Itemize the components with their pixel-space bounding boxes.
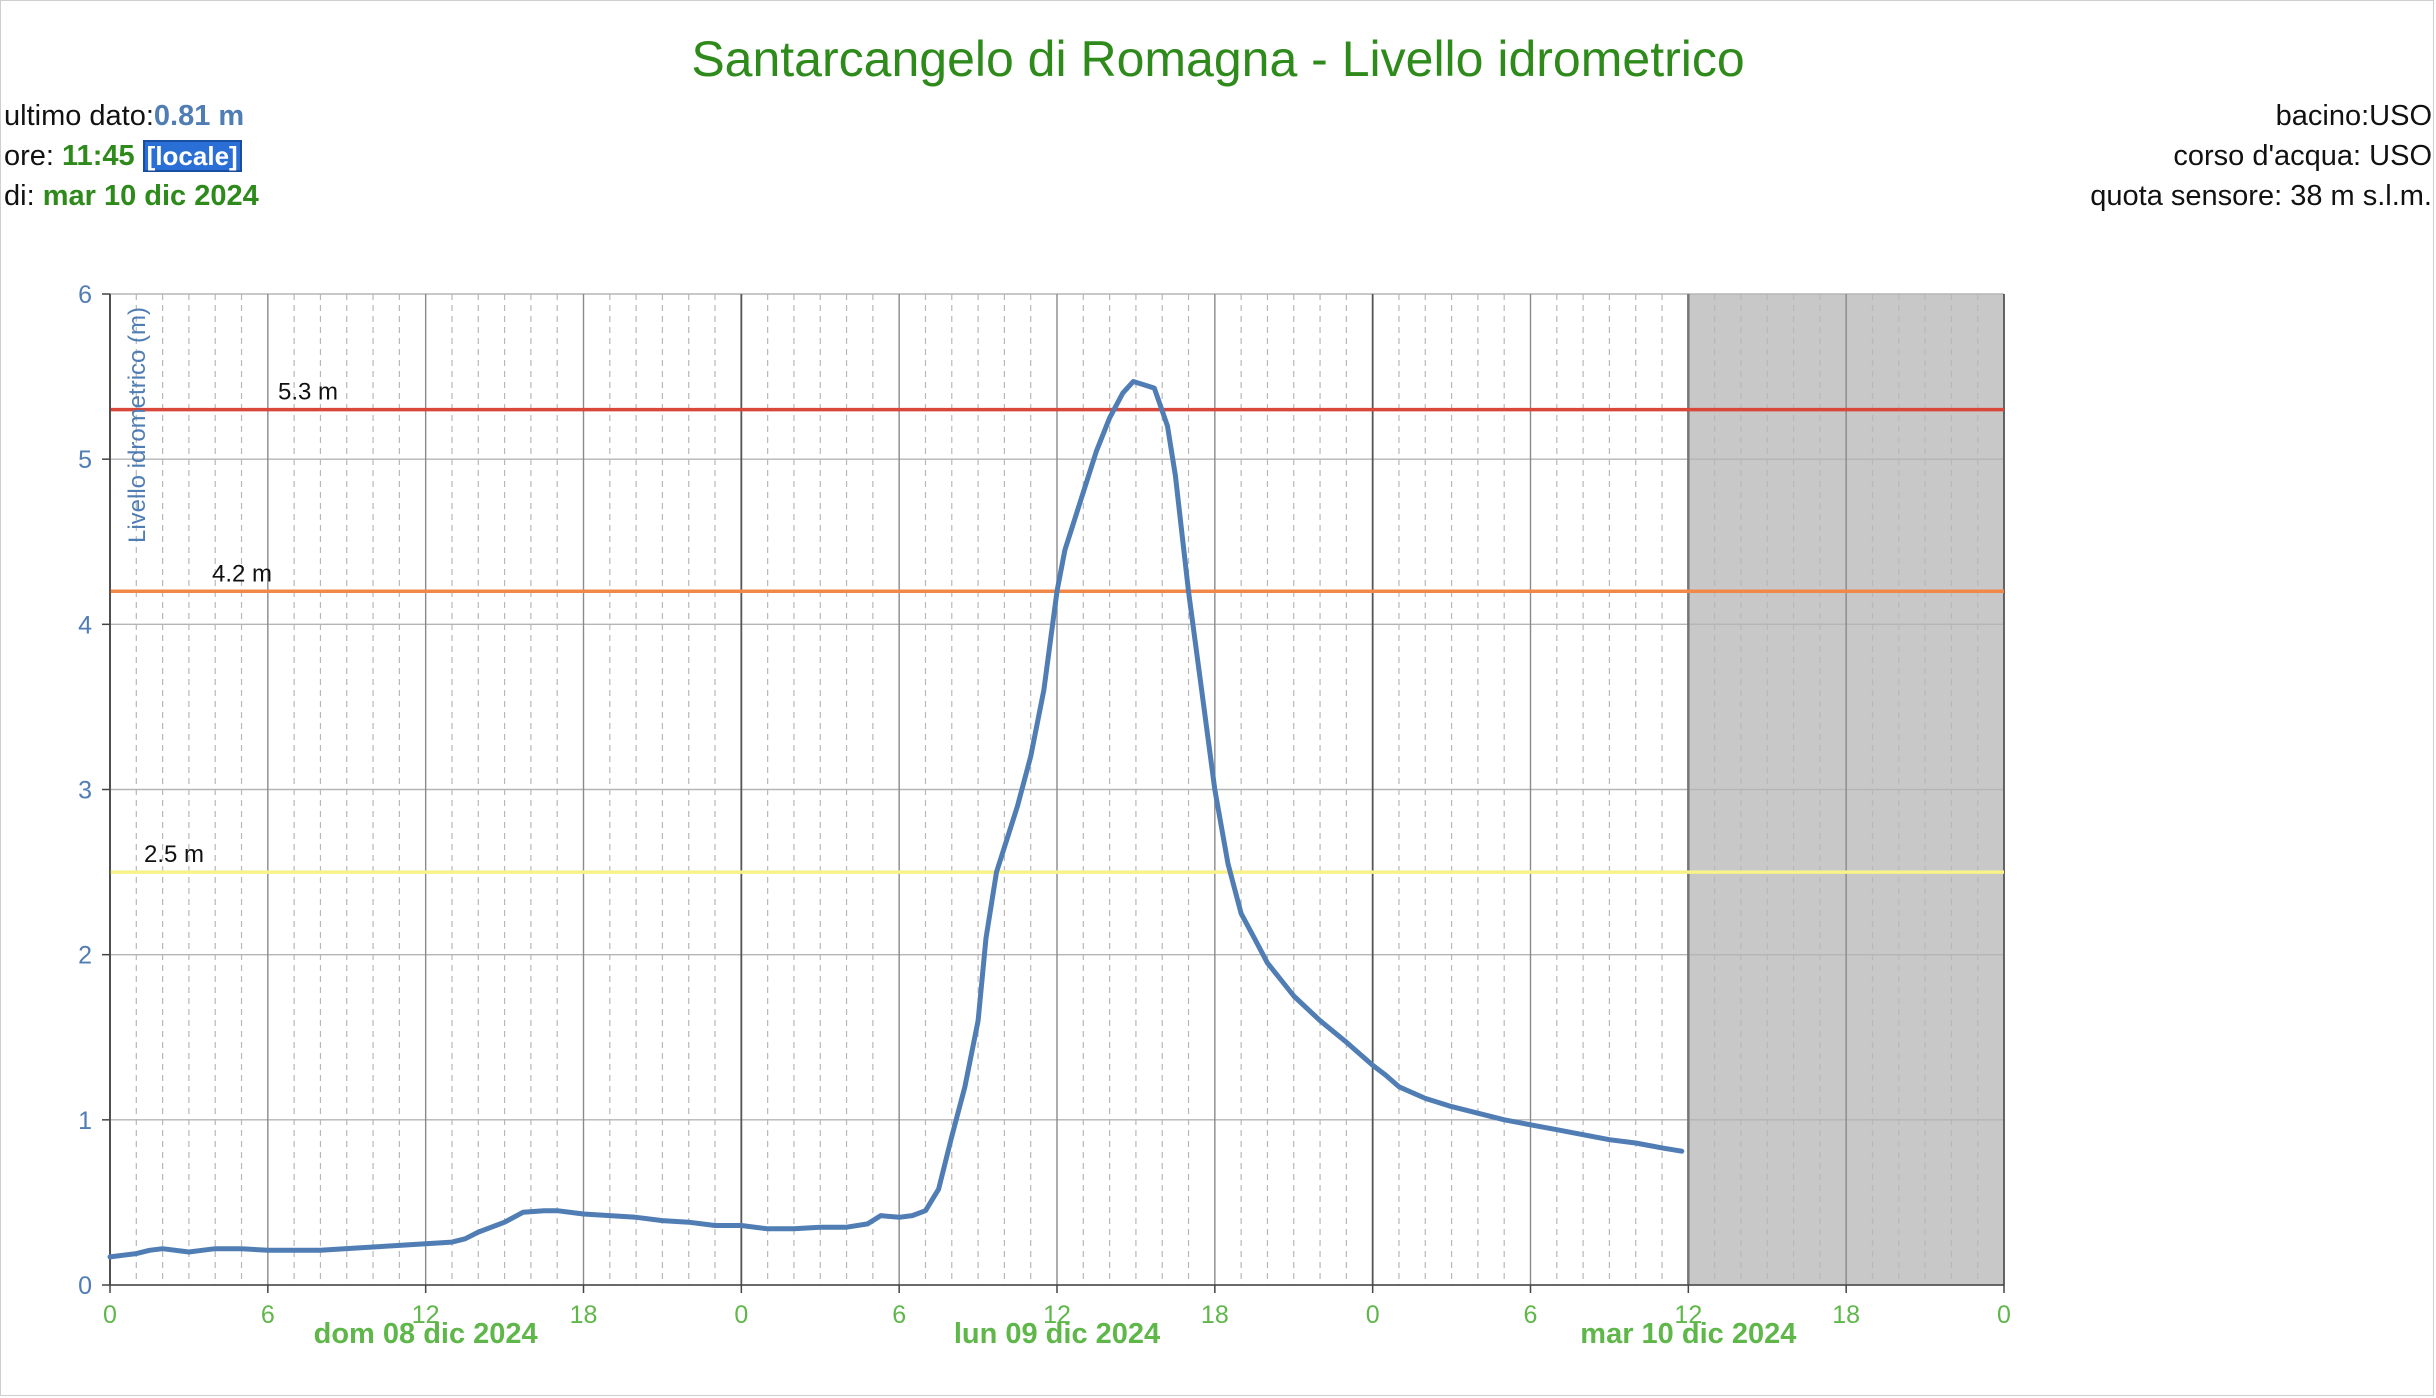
x-tick-label: 0	[1997, 1301, 2011, 1329]
date-row: di: mar 10 dic 2024	[4, 176, 259, 216]
date-value: mar 10 dic 2024	[42, 180, 259, 212]
y-tick-label: 1	[78, 1107, 92, 1135]
time-row: ore: 11:45 [locale]	[4, 136, 259, 176]
x-date-label: mar 10 dic 2024	[1580, 1318, 1796, 1350]
x-tick-label: 12	[1043, 1301, 1071, 1329]
last-value-row: ultimo dato:0.81 m	[4, 96, 259, 136]
x-date-label: dom 08 dic 2024	[314, 1318, 538, 1350]
x-tick-label: 12	[412, 1301, 440, 1329]
x-tick-label: 18	[1832, 1301, 1860, 1329]
sensor-altitude-info: quota sensore: 38 m s.l.m.	[2090, 180, 2432, 212]
last-value-label: ultimo dato:	[4, 100, 154, 132]
y-tick-label: 2	[78, 942, 92, 970]
y-tick-label: 5	[78, 446, 92, 474]
time-value: 11:45	[62, 140, 135, 172]
river-info: corso d'acqua: USO	[2173, 140, 2432, 172]
water-level-series-line	[107, 379, 1685, 1260]
y-axis-title: Livello idrometrico (m)	[124, 307, 151, 543]
y-tick-label: 4	[78, 611, 92, 639]
threshold-label: 2.5 m	[144, 841, 204, 868]
x-tick-label: 12	[1674, 1301, 1702, 1329]
page-title: Santarcangelo di Romagna - Livello idrom…	[691, 31, 1745, 87]
x-tick-label: 0	[1366, 1301, 1380, 1329]
locale-toggle-button[interactable]: [locale]	[142, 140, 242, 172]
date-label: di:	[4, 180, 43, 212]
x-tick-label: 6	[261, 1301, 275, 1329]
y-tick-label: 3	[78, 777, 92, 805]
basin-info: bacino:USO	[2275, 100, 2432, 132]
info-left: ultimo dato:0.81 m ore: 11:45 [locale] d…	[4, 96, 259, 216]
x-tick-label: 0	[734, 1301, 748, 1329]
threshold-label: 4.2 m	[212, 560, 272, 587]
last-value: 0.81 m	[153, 100, 245, 132]
y-tick-label: 0	[78, 1272, 92, 1300]
x-tick-label: 6	[892, 1301, 906, 1329]
time-label: ore:	[4, 140, 63, 172]
info-right: bacino:USO corso d'acqua: USO quota sens…	[2090, 96, 2432, 216]
x-tick-label: 18	[570, 1301, 598, 1329]
x-date-label: lun 09 dic 2024	[954, 1318, 1160, 1350]
x-tick-label: 0	[103, 1301, 117, 1329]
x-tick-label: 18	[1201, 1301, 1229, 1329]
threshold-label: 5.3 m	[278, 379, 338, 406]
y-tick-label: 6	[78, 281, 92, 309]
x-tick-label: 6	[1524, 1301, 1538, 1329]
